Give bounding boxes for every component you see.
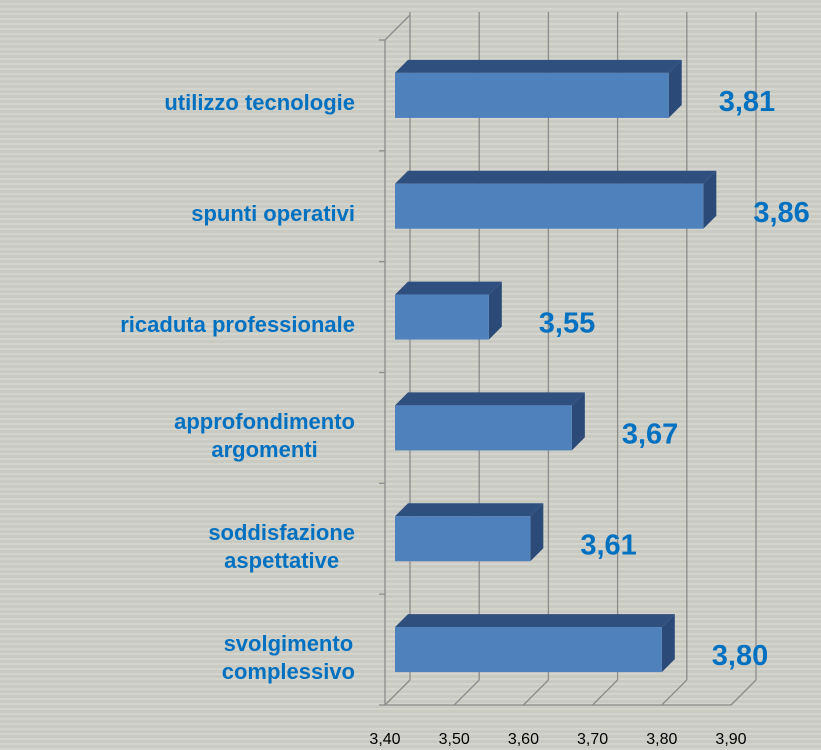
bar-side (703, 170, 717, 229)
category-label: spunti operativi (191, 201, 355, 227)
bar (395, 72, 669, 118)
category-label: ricaduta professionale (120, 312, 355, 338)
x-tick-label: 3,70 (577, 731, 608, 748)
bar-top (395, 281, 502, 295)
floor-grid-line (592, 679, 619, 706)
bar-top (395, 614, 675, 628)
bar-top (395, 170, 717, 184)
floor-grid-line (522, 679, 549, 706)
category-label: svolgimento complessivo (221, 630, 355, 684)
bar-side (571, 392, 585, 451)
value-label: 3,86 (753, 197, 809, 229)
bar-top (395, 392, 585, 406)
x-tick-label: 3,50 (439, 731, 470, 748)
bar (395, 405, 572, 451)
bar-side (661, 614, 675, 673)
category-label: approfondimento argomenti (174, 408, 355, 462)
floor-grid-line (661, 679, 688, 706)
floor-grid-line (730, 679, 757, 706)
category-label: soddisfazione aspettative (208, 519, 355, 573)
category-label: utilizzo tecnologie (164, 90, 355, 116)
bar (395, 294, 489, 340)
value-label: 3,80 (712, 640, 768, 672)
bar (395, 183, 704, 229)
bar-top (395, 59, 682, 73)
x-tick-label: 3,80 (646, 731, 677, 748)
value-label: 3,61 (580, 529, 636, 561)
x-tick-label: 3,40 (369, 731, 400, 748)
floor-grid-line (384, 679, 411, 706)
x-tick-label: 3,90 (715, 731, 746, 748)
bar-side (530, 503, 544, 562)
x-tick-label: 3,60 (508, 731, 539, 748)
left-wall (384, 14, 411, 41)
bar (395, 627, 662, 673)
floor-grid-line (453, 679, 480, 706)
bar-top (395, 503, 544, 517)
value-label: 3,81 (719, 86, 775, 118)
value-label: 3,67 (622, 419, 678, 451)
value-label: 3,55 (539, 308, 595, 340)
bar-side (668, 59, 682, 118)
bar-side (488, 281, 502, 340)
bar (395, 516, 531, 562)
